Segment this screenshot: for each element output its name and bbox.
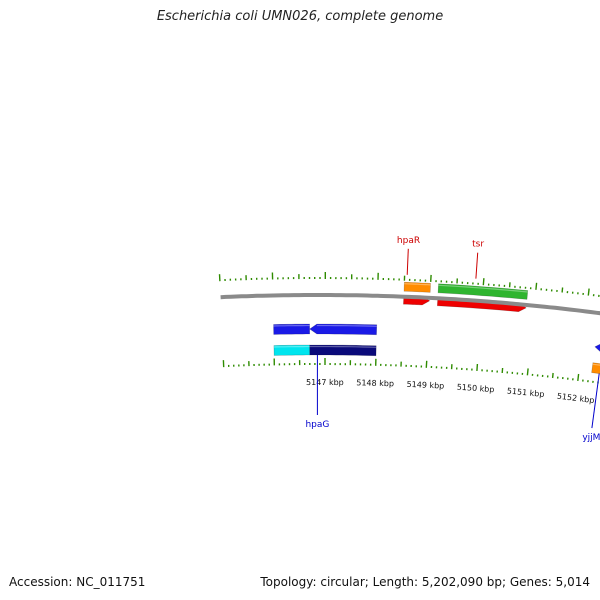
outer-tick-ring [218, 272, 600, 298]
scale-label: 5152 kbp [556, 392, 595, 406]
scale-label: 5149 kbp [406, 380, 444, 391]
gene-feature-highlight [316, 324, 377, 327]
genome-backbone [220, 293, 600, 316]
outer-tick [561, 287, 564, 293]
inner-tick [577, 373, 580, 381]
scale-label: 5151 kbp [506, 386, 544, 399]
inner-tick-ring [222, 358, 599, 384]
scale-label: 5150 kbp [456, 383, 494, 395]
page-title: Escherichia coli UMN026, complete genome [156, 9, 444, 24]
gene-feature [437, 283, 529, 300]
gene-feature [403, 281, 431, 293]
gene-feature [309, 323, 378, 336]
gene-feature [594, 343, 600, 352]
outer-tick [482, 278, 485, 286]
scale-labels: 5147 kbp 5148 kbp 5149 kbp 5150 kbp 5151 kbp… [306, 378, 595, 406]
yjjM-leader-line [591, 373, 600, 429]
scale-label: 5148 kbp [356, 378, 394, 388]
gene-feature-highlight [273, 345, 310, 348]
gene-label-tsr: tsr [472, 240, 484, 250]
gene-feature [309, 344, 377, 357]
gene-label-hpaR: hpaR [397, 236, 420, 246]
accession-text: Accession: NC_011751 [9, 575, 146, 589]
hpaR-leader-line [406, 248, 409, 275]
inner-tick [476, 363, 479, 371]
gene-feature [273, 323, 311, 335]
gene-feature-highlight [309, 345, 377, 348]
gene-labels: hpaRtsryjjNhpaGyjjMmdoByjjA [305, 236, 600, 443]
gene-feature-highlight [438, 284, 528, 293]
gene-label-hpaG: hpaG [305, 420, 329, 430]
tsr-leader-line [475, 252, 479, 279]
inner-tick [526, 368, 529, 376]
inner-tick [551, 372, 554, 379]
scale-label: 5147 kbp [306, 378, 344, 387]
outer-tick [587, 288, 590, 296]
gene-feature [591, 362, 600, 375]
outer-tick [535, 282, 538, 290]
gene-feature-highlight [273, 324, 310, 327]
gene-feature-highlight [404, 283, 431, 286]
gene-label-yjjM: yjjM [582, 433, 600, 443]
topology-stats: Topology: circular; Length: 5,202,090 bp… [260, 575, 590, 589]
